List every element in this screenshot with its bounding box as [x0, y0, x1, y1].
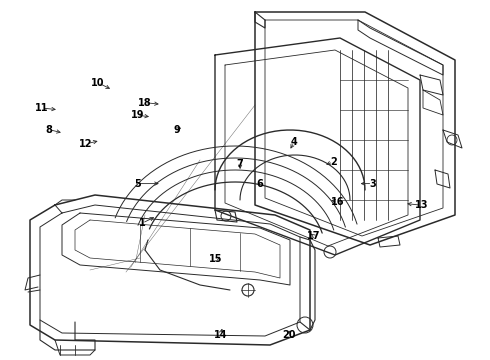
Text: 1: 1: [139, 218, 146, 228]
Text: 9: 9: [173, 125, 180, 135]
Text: 6: 6: [256, 179, 263, 189]
Text: 11: 11: [35, 103, 49, 113]
Text: 5: 5: [134, 179, 141, 189]
Text: 7: 7: [237, 159, 244, 169]
Text: 14: 14: [214, 330, 227, 340]
Text: 17: 17: [307, 231, 320, 241]
Text: 4: 4: [291, 137, 297, 147]
Text: 12: 12: [79, 139, 93, 149]
Text: 18: 18: [138, 98, 151, 108]
Text: 15: 15: [209, 254, 222, 264]
Text: 10: 10: [91, 78, 105, 88]
Text: 16: 16: [331, 197, 345, 207]
Text: 2: 2: [330, 157, 337, 167]
Text: 8: 8: [46, 125, 52, 135]
Text: 20: 20: [282, 330, 296, 340]
Text: 19: 19: [130, 110, 144, 120]
Text: 3: 3: [369, 179, 376, 189]
Text: 13: 13: [415, 200, 428, 210]
